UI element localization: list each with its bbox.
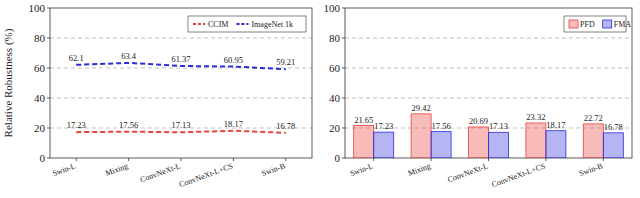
x-tick <box>373 158 374 161</box>
tick <box>342 68 345 69</box>
x-tick <box>76 158 77 161</box>
x-tick-label: Swin-L <box>349 161 375 178</box>
x-tick <box>488 158 489 161</box>
tick <box>342 158 345 159</box>
tick-label: 80 <box>329 32 341 44</box>
data-label: 20.69 <box>469 116 488 126</box>
data-label: 63.4 <box>121 51 137 61</box>
tick-label: 40 <box>329 92 341 104</box>
data-label: 23.32 <box>526 112 545 122</box>
tick-label: 100 <box>29 2 46 14</box>
legend-label: ImageNet 1k <box>251 20 293 29</box>
data-label: 18.17 <box>546 120 565 130</box>
data-label: 17.23 <box>374 121 393 131</box>
legend-swatch <box>569 20 578 28</box>
x-tick-label: Mixing <box>104 161 129 178</box>
data-label: 16.78 <box>276 121 295 131</box>
legend-swatch <box>236 23 248 25</box>
data-label: 18.17 <box>224 119 243 129</box>
data-label: 16.78 <box>604 122 623 132</box>
tick <box>342 8 345 9</box>
grid-line <box>345 68 632 69</box>
x-tick <box>181 158 182 161</box>
legend-label: CCIM <box>208 20 228 29</box>
legend: PFD FMA <box>564 16 631 32</box>
tick <box>47 158 50 159</box>
bar <box>354 126 374 158</box>
tick <box>47 128 50 129</box>
data-label: 29.42 <box>412 103 431 113</box>
data-label: 17.56 <box>119 120 138 130</box>
tick <box>342 38 345 39</box>
tick-label: 40 <box>34 92 46 104</box>
bar <box>411 114 431 158</box>
data-label: 59.21 <box>276 57 295 67</box>
tick-label: 0 <box>335 152 341 164</box>
data-label: 60.95 <box>224 55 243 65</box>
grid-line <box>50 38 312 39</box>
x-tick-label: Mixing <box>407 161 432 178</box>
data-label: 17.13 <box>171 120 190 130</box>
data-label: 61.37 <box>171 54 190 64</box>
bar <box>489 132 509 158</box>
x-tick-label: ConvNeXt-L+CS <box>490 161 546 189</box>
plot-frame <box>345 8 632 158</box>
tick <box>47 98 50 99</box>
tick <box>47 38 50 39</box>
data-label: 17.23 <box>67 120 86 130</box>
x-tick-label: ConvNeXt-L+CS <box>178 161 234 189</box>
legend-label: PFD <box>580 20 595 29</box>
grid-line <box>345 38 632 39</box>
tick-label: 60 <box>34 62 46 74</box>
tick-label: 100 <box>324 2 341 14</box>
x-tick <box>545 158 546 161</box>
x-tick-label: Swin-L <box>51 161 77 178</box>
x-tick <box>128 158 129 161</box>
tick <box>342 98 345 99</box>
bar <box>374 132 394 158</box>
x-tick <box>603 158 604 161</box>
grid-line <box>50 98 312 99</box>
marks <box>354 114 624 158</box>
tick-label: 20 <box>329 122 341 134</box>
tick <box>342 128 345 129</box>
series-line <box>76 131 286 133</box>
tick-label: 0 <box>40 152 46 164</box>
legend-box <box>188 16 306 32</box>
marks <box>76 63 286 133</box>
y-axis-label: Relative Robustness (%) <box>2 28 15 137</box>
x-tick-label: Swin-B <box>578 161 604 178</box>
plot-frame <box>50 8 312 158</box>
data-label: 17.56 <box>432 121 451 131</box>
x-tick <box>285 158 286 161</box>
bar <box>526 123 546 158</box>
x-tick-label: ConvNeXt-L <box>446 161 489 184</box>
bar <box>583 124 603 158</box>
x-tick-label: Swin-B <box>260 161 286 178</box>
figure: 020406080100Swin-LMixingConvNeXt-LConvNe… <box>0 0 640 198</box>
bar <box>546 131 566 158</box>
legend-swatch <box>193 23 205 25</box>
tick <box>47 68 50 69</box>
bar <box>431 132 451 158</box>
data-label: 21.65 <box>354 115 373 125</box>
data-label: 17.13 <box>489 121 508 131</box>
tick-label: 60 <box>329 62 341 74</box>
x-tick <box>431 158 432 161</box>
tick-label: 20 <box>34 122 46 134</box>
x-tick-label: ConvNeXt-L <box>139 161 182 184</box>
data-label: 22.72 <box>584 113 603 123</box>
bar <box>603 133 623 158</box>
bar <box>469 127 489 158</box>
data-label: 62.1 <box>69 53 84 63</box>
legend-swatch <box>603 20 612 28</box>
x-tick <box>233 158 234 161</box>
legend-label: FMA <box>614 20 632 29</box>
tick <box>47 8 50 9</box>
grid-line <box>345 98 632 99</box>
tick-label: 80 <box>34 32 46 44</box>
legend: CCIM ImageNet 1k <box>188 16 306 32</box>
